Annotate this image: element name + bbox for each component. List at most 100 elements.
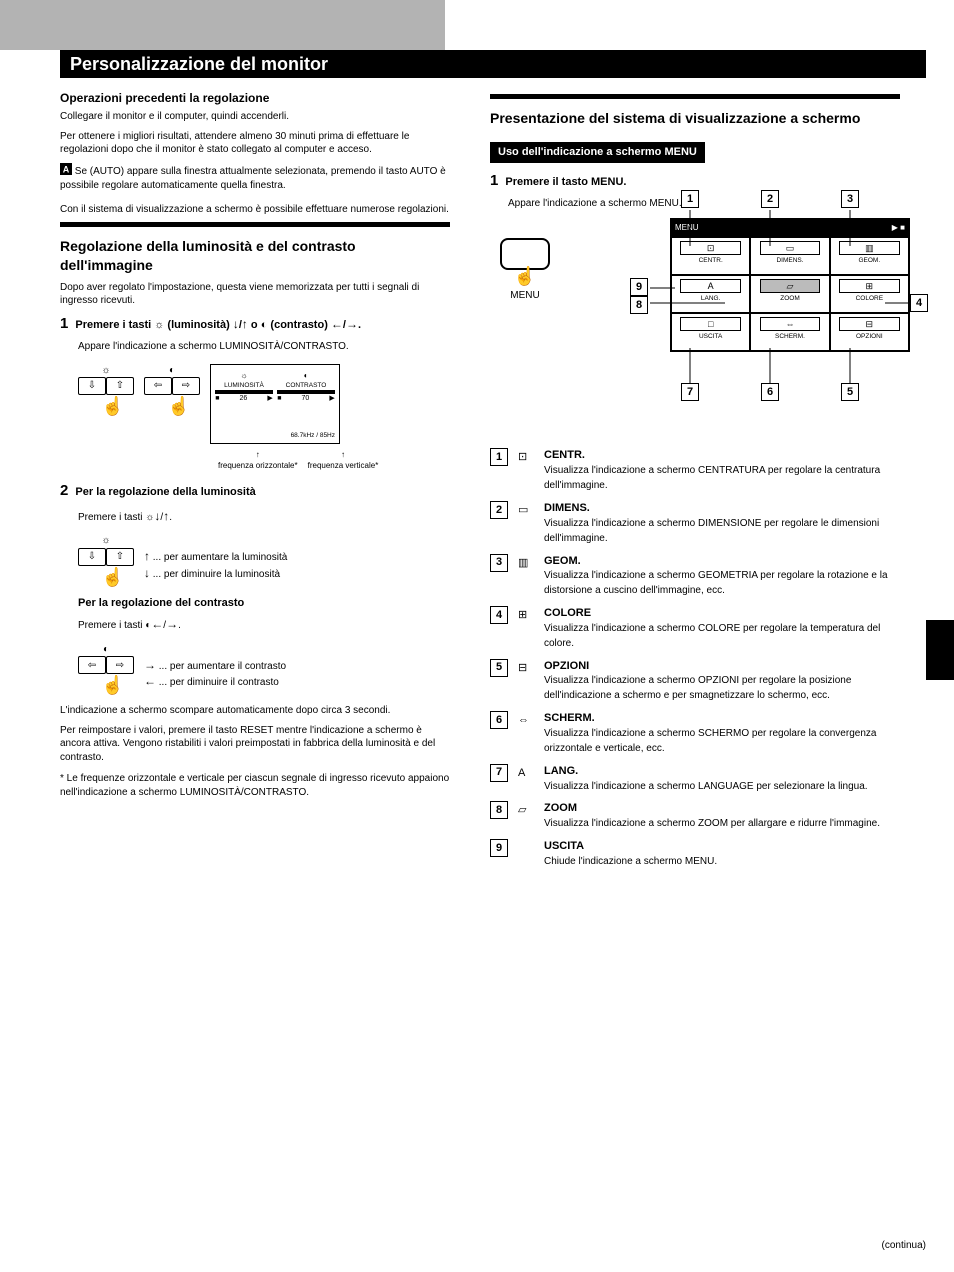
osd-cell-dimens.[interactable]: ▭DIMENS. [750,237,829,275]
osd-menu-box: MENU ▶ ■ ⊡CENTR.▭DIMENS.▥GEOM.ALANG.▱ZOO… [670,218,910,352]
up-button[interactable]: ⇧ [106,377,134,395]
item-num: 6 [490,711,508,729]
menu-item-7: 7A LANG. Visualizza l'indicazione a scherm… [490,764,900,794]
item-desc: Visualizza l'indicazione a schermo SCHER… [544,728,876,754]
hand-icon: ☝ [158,397,200,415]
down-button[interactable]: ⇩ [78,548,106,566]
item-title: SCHERM. [544,712,595,724]
osd-cell-colore[interactable]: ⊞COLORE [830,275,909,313]
right-button[interactable]: ⇨ [106,656,134,674]
hand-icon: ☝ [92,568,134,586]
freq-footnote: * Le frequenze orizzontale e verticale p… [60,772,450,799]
down-button[interactable]: ⇩ [78,377,106,395]
step1-instr: Premere i tasti ☼ (luminosità) ↓/↑ o ◐ (… [75,319,361,331]
menu-button-illus: ☝ MENU [500,238,550,302]
item-num: 7 [490,764,508,782]
menu-item-3: 3 ▥ GEOM. Visualizza l'indicazione a scherm… [490,554,900,599]
step1-result: Appare l'indicazione a schermo LUMINOSIT… [78,340,450,354]
step2a-instr: Premere i tasti ☼↓/↑. [78,508,450,525]
item-icon: ▭ [518,503,538,517]
left-desc: ← ... per diminuire il contrasto [144,673,286,690]
contrast-btn-pair2: ◐ ⇦⇨ ☝ [78,643,134,695]
reset-note: Per reimpostare i valori, premere il tas… [60,724,450,765]
hand-icon: ☝ [92,676,134,694]
item-desc: Chiude l'indicazione a schermo MENU. [544,856,717,867]
item-desc: Visualizza l'indicazione a schermo COLOR… [544,623,880,649]
callout-7: 7 [681,383,699,401]
brightness-p1: Dopo aver regolato l'impostazione, quest… [60,281,450,308]
auto-note: A Se (AUTO) appare sulla finestra attual… [60,163,450,193]
page-title: Personalizzazione del monitor [70,52,328,76]
item-num: 3 [490,554,508,572]
brightness-heading: Regolazione della luminosità e del contr… [60,237,450,275]
osd-cell-centr.[interactable]: ⊡CENTR. [671,237,750,275]
item-icon: ⊞ [518,608,538,622]
item-num: 5 [490,659,508,677]
svg-text:A: A [63,164,70,174]
brightness-btn-pair: ☼ ⇩⇧ ☝ [78,364,134,416]
intro-p2: Per ottenere i migliori risultati, atten… [60,130,450,157]
item-num: 8 [490,801,508,819]
caption-vfreq: frequenza verticale* [308,461,379,470]
item-title: GEOM. [544,555,581,567]
item-num: 9 [490,839,508,857]
item-num: 2 [490,501,508,519]
item-icon: ⊟ [518,661,538,675]
callout-1: 1 [681,190,699,208]
menu-illustration: ☝ MENU MENU ▶ ■ ⊡CENTR.▭DIMENS.▥GEOM.ALA… [490,218,900,448]
intro-heading: Operazioni precedenti la regolazione [60,90,450,106]
left-button[interactable]: ⇦ [78,656,106,674]
osd-cell-zoom[interactable]: ▱ZOOM [750,275,829,313]
brightness-btn-pair2: ☼ ⇩⇧ ☝ [78,534,134,586]
item-title: DIMENS. [544,502,590,514]
callout-8: 8 [630,296,648,314]
item-icon: ⇔ [518,713,538,727]
left-button[interactable]: ⇦ [144,377,172,395]
item-desc: Visualizza l'indicazione a schermo GEOME… [544,570,888,596]
osd-cell-opzioni[interactable]: ⊟OPZIONI [830,313,909,351]
item-title: USCITA [544,840,584,852]
item-icon: ⊡ [518,450,538,464]
item-desc: Visualizza l'indicazione a schermo LANGU… [544,781,868,792]
item-icon: A [518,766,538,780]
right-column: Presentazione del sistema di visualizzaz… [490,90,900,877]
intro-p1: Collegare il monitor e il computer, quin… [60,110,450,124]
menu-item-8: 8▱ZOOMVisualizza l'indicazione a schermo… [490,801,900,831]
step1-illustration: ☼ ⇩⇧ ☝ ◐ ⇦⇨ ☝ ☼ LUMINOSITÀ [78,364,450,444]
item-title: COLORE [544,607,591,619]
step-2a: 2 Per la regolazione della luminosità Pr… [60,481,450,585]
osd-cell-lang.[interactable]: ALANG. [671,275,750,313]
item-icon: ▥ [518,556,538,570]
item-title: OPZIONI [544,660,589,672]
menu-item-1: 1⊡CENTR.Visualizza l'indicazione a scher… [490,448,900,493]
intro-p3: Con il sistema di visualizzazione a sche… [60,203,450,217]
osd-cell-geom.[interactable]: ▥GEOM. [830,237,909,275]
item-title: CENTR. [544,449,585,461]
item-desc: Visualizza l'indicazione a schermo ZOOM … [544,818,880,829]
hand-icon: ☝ [92,397,134,415]
callout-3: 3 [841,190,859,208]
callout-4: 4 [910,294,928,312]
step-1: 1 Premere i tasti ☼ (luminosità) ↓/↑ o ◐… [60,314,450,471]
osd-header-right: ▶ ■ [892,223,905,234]
auto-close: L'indicazione a schermo scompare automat… [60,704,450,718]
item-icon: ▱ [518,803,538,817]
up-button[interactable]: ⇧ [106,548,134,566]
callout-9: 9 [630,278,648,296]
menu-item-2: 2 ▭ DIMENS. Visualizza l'indicazione a sche… [490,501,900,546]
item-desc: Visualizza l'indicazione a schermo DIMEN… [544,518,879,544]
menu-item-9: 9 USCITA Chiude l'indicazione a schermo ME… [490,839,900,869]
menu-item-5: 5⊟OPZIONIVisualizza l'indicazione a sche… [490,659,900,704]
auto-a-icon: A [60,163,72,180]
footer-continua: (continua) [882,1239,926,1253]
menu-item-6: 6 ⇔ SCHERM. Visualizza l'indicazione a sche… [490,711,900,756]
osd-cell-scherm.[interactable]: ⇔SCHERM. [750,313,829,351]
contrast-btn-pair: ◐ ⇦⇨ ☝ [144,364,200,416]
menu-heading: Presentazione del sistema di visualizzaz… [490,109,900,128]
left-column: Operazioni precedenti la regolazione Col… [60,90,450,805]
right-button[interactable]: ⇨ [172,377,200,395]
item-title: LANG. [544,765,578,777]
callout-5: 5 [841,383,859,401]
osd-cell-uscita[interactable]: □USCITA [671,313,750,351]
page: Personalizzazione del monitor Operazioni… [0,0,954,1272]
